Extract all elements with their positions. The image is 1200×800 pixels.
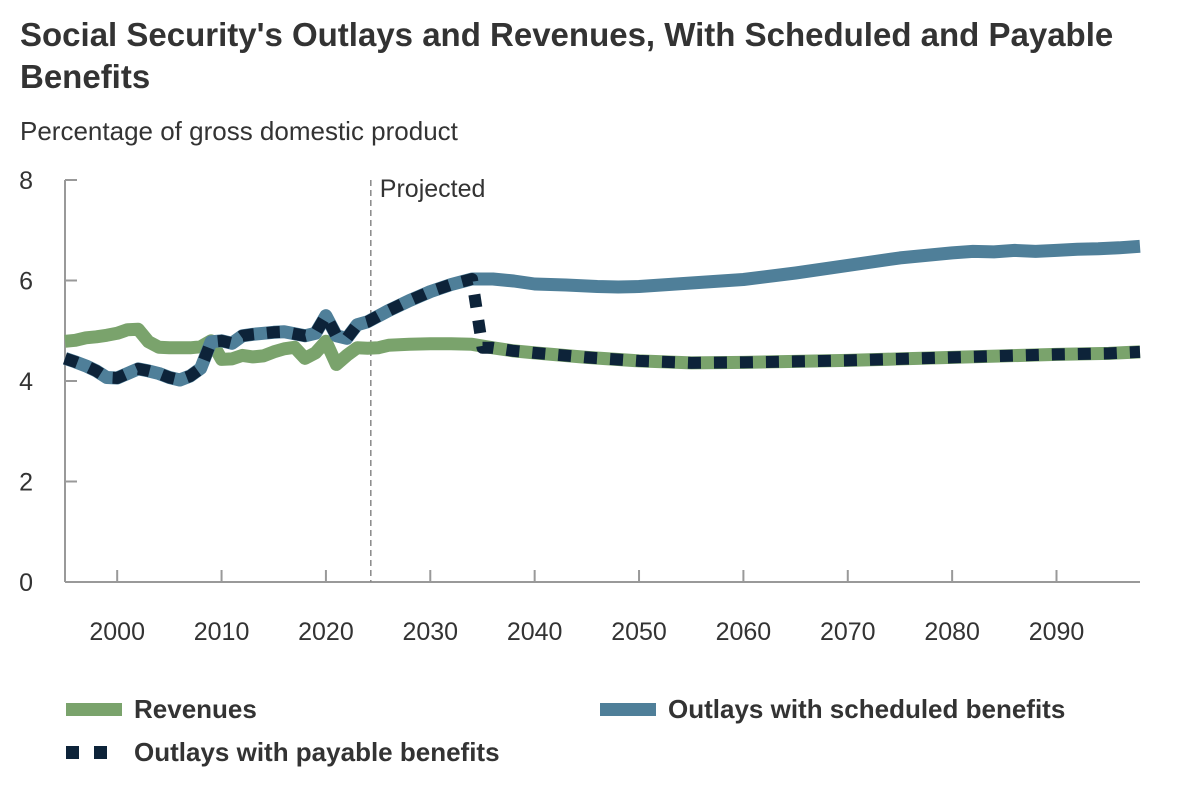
y-tick-label: 2 — [19, 469, 33, 497]
legend-item-payable: Outlays with payable benefits — [66, 737, 500, 768]
chart-title: Social Security's Outlays and Revenues, … — [20, 16, 1114, 95]
legend-label-scheduled: Outlays with scheduled benefits — [668, 694, 1066, 724]
x-tick-label: 2090 — [1029, 618, 1085, 646]
line-chart: Projected 0 2 4 6 8 2000 2010 2020 2030 2040 2050 2… — [19, 167, 1141, 646]
legend-item-revenues: Revenues — [66, 694, 257, 725]
legend-item-scheduled: Outlays with scheduled benefits — [600, 694, 1065, 725]
legend-swatch-payable — [66, 746, 122, 759]
series-line-payable — [63, 273, 1141, 386]
y-axis-unit-label: Percentage of gross domestic product — [20, 116, 458, 146]
x-tick-label: 2020 — [298, 618, 354, 646]
y-tick-label: 4 — [19, 368, 33, 396]
legend-swatch-scheduled — [600, 703, 656, 716]
y-tick-label: 8 — [19, 167, 33, 195]
projected-marker: Projected — [370, 175, 486, 582]
x-tick-label: 2060 — [716, 618, 772, 646]
x-tick-label: 2070 — [820, 618, 876, 646]
chart-axes — [64, 179, 1140, 583]
chart-series — [62, 239, 1141, 387]
legend-label-revenues: Revenues — [134, 694, 257, 724]
y-tick-label: 0 — [19, 569, 33, 597]
x-tick-label: 2050 — [611, 618, 667, 646]
y-tick-label: 6 — [19, 268, 33, 296]
x-tick-label: 2040 — [507, 618, 563, 646]
legend-label-payable: Outlays with payable benefits — [134, 737, 500, 767]
x-tick-label: 2010 — [194, 618, 250, 646]
tick-labels: 0 2 4 6 8 2000 2010 2020 2030 2040 2050 2060 2070 208… — [19, 167, 1084, 646]
projected-label: Projected — [380, 175, 486, 203]
legend-swatch-revenues — [66, 703, 122, 716]
x-tick-label: 2030 — [402, 618, 458, 646]
x-tick-label: 2080 — [924, 618, 980, 646]
x-tick-label: 2000 — [89, 618, 145, 646]
